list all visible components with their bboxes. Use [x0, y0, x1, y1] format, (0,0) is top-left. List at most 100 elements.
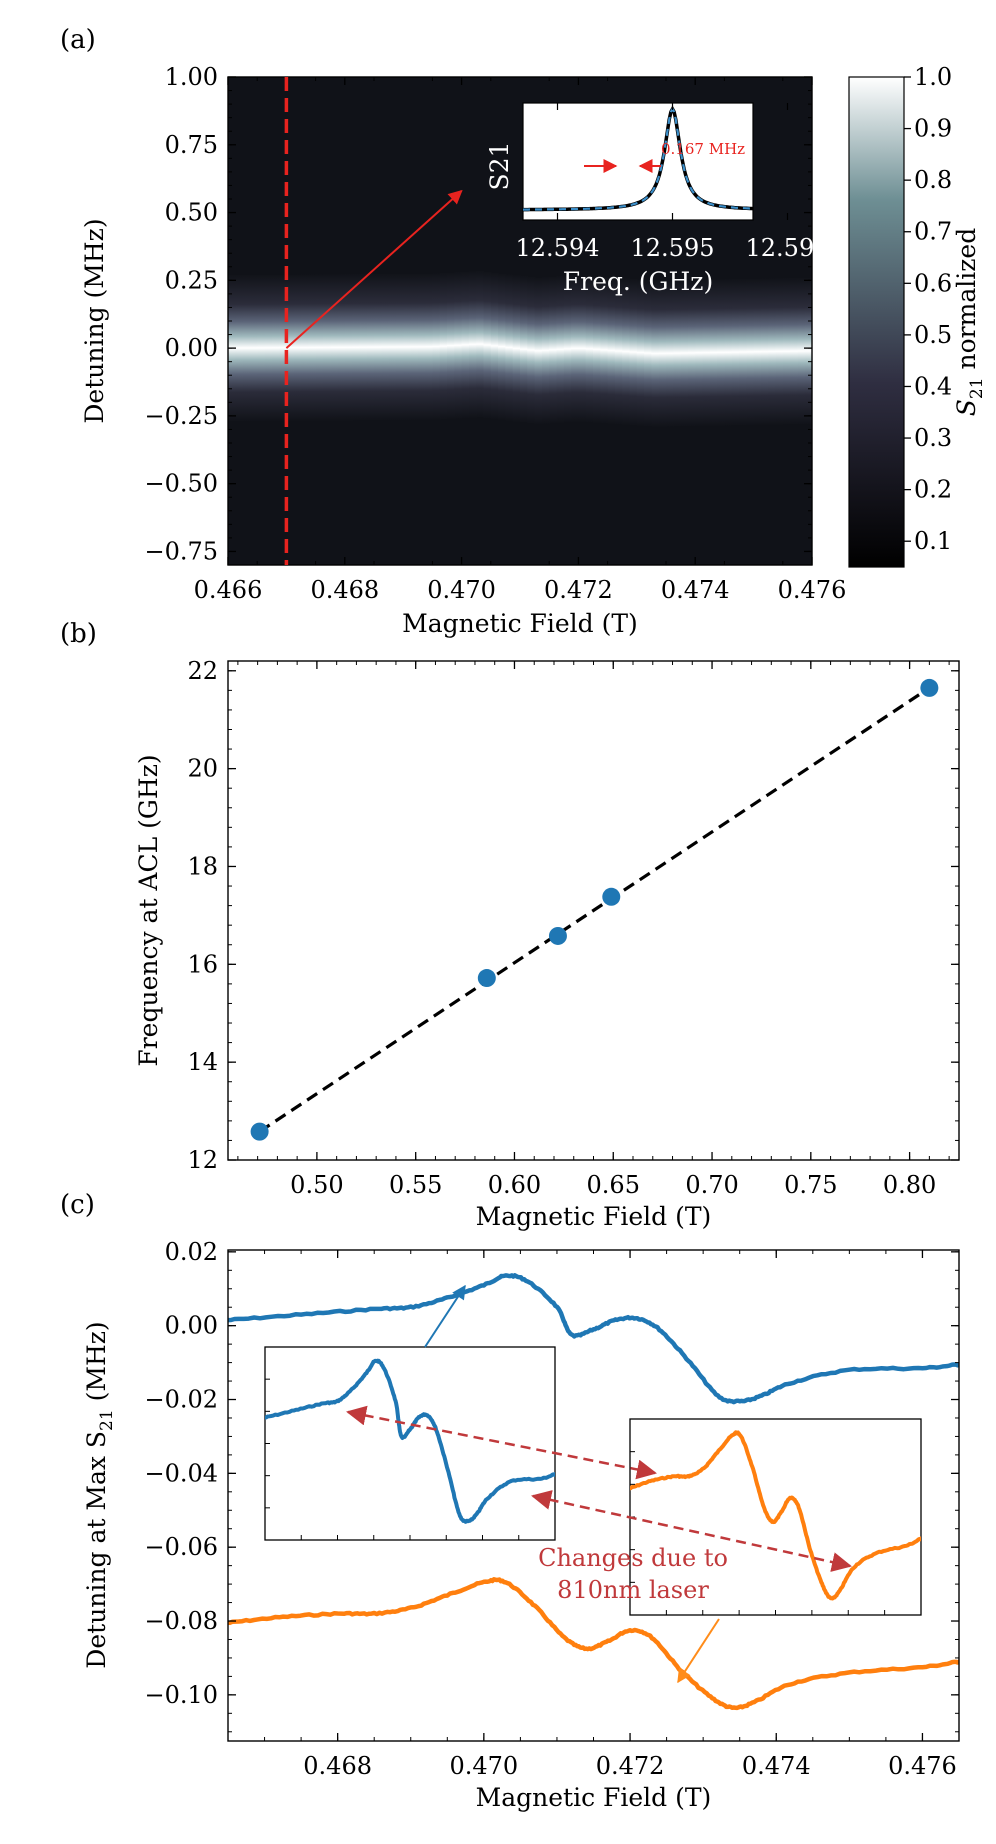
ridge-slice — [249, 274, 258, 422]
ridge-slice — [593, 276, 602, 423]
inset-x-tick-label: 12.594 — [516, 234, 600, 262]
ridge-slice — [271, 274, 280, 421]
ridge-slice — [337, 274, 346, 421]
ridge-slice — [264, 274, 273, 422]
x-tick-label: 0.75 — [784, 1171, 837, 1199]
ridge-slice — [804, 277, 812, 425]
panel-a-xlabel: Magnetic Field (T) — [402, 609, 638, 638]
ridge-slice — [717, 279, 726, 426]
ridge-slice — [534, 277, 543, 424]
ridge-slice — [505, 274, 514, 421]
y-tick-label: −0.75 — [144, 537, 218, 565]
panel-b-xlabel: Magnetic Field (T) — [476, 1202, 712, 1231]
y-tick-label: −0.04 — [144, 1459, 218, 1487]
y-tick-label: −0.25 — [144, 402, 218, 430]
ridge-slice — [512, 275, 521, 422]
inset-xlabel: Freq. (GHz) — [563, 267, 713, 296]
inset-curve-dashed — [523, 106, 754, 211]
y-tick-label: 22 — [187, 657, 218, 685]
ridge-slice — [790, 277, 799, 425]
ridge-slice — [315, 274, 324, 421]
panel-b-label: (b) — [60, 619, 97, 649]
ridge-slice — [235, 274, 244, 422]
ridge-slice — [286, 274, 295, 421]
ridge-slice — [301, 274, 310, 421]
ridge-slice — [308, 274, 317, 421]
heatmap-ridge — [228, 270, 812, 427]
panel-a-ylabel: Detuning (MHz) — [80, 218, 109, 423]
colorbar-tick-label: 0.4 — [914, 372, 952, 400]
x-tick-label: 0.466 — [194, 576, 263, 604]
y-tick-label: 0.02 — [165, 1238, 218, 1266]
colorbar: 1.0 0.9 0.8 0.7 0.6 0.5 0.4 0.3 0.2 0.1 S21 norma… — [848, 63, 987, 568]
colorbar-tick-label: 0.8 — [914, 166, 952, 194]
panel-b: (b) 0.50 0.55 0.60 0.65 0.70 0.75 0.80 12 14 16 18… — [60, 619, 960, 1231]
y-tick-label: −0.06 — [144, 1533, 218, 1561]
ridge-slice — [322, 274, 331, 421]
ridge-slice — [629, 278, 638, 426]
compare-arrow-1 — [346, 1405, 657, 1480]
ridge-slice — [344, 274, 353, 421]
x-tick-label: 0.65 — [587, 1171, 640, 1199]
panel-c-axes: 0.468 0.470 0.472 0.474 0.476 0.02 0.00 −0.02 −0… — [144, 1238, 959, 1780]
x-tick-label: 0.474 — [742, 1752, 811, 1780]
y-tick-label: 0.00 — [165, 334, 218, 362]
scatter-point — [920, 678, 939, 697]
x-tick-label: 0.470 — [449, 1752, 518, 1780]
inset-axes: 12.594 12.595 12.596 — [516, 103, 830, 262]
ridge-slice — [476, 270, 485, 418]
ridge-slice — [644, 279, 653, 427]
x-tick-label: 0.80 — [883, 1171, 936, 1199]
inset-frame — [522, 102, 754, 221]
ridge-slice — [549, 276, 558, 424]
panel-b-ylabel: Frequency at ACL (GHz) — [134, 754, 163, 1066]
ridge-slice — [381, 273, 390, 421]
colorbar-ticks: 1.0 0.9 0.8 0.7 0.6 0.5 0.4 0.3 0.2 0.1 — [904, 63, 952, 555]
ridge-slice — [622, 278, 631, 425]
ridge-slice — [461, 271, 470, 419]
ridge-slice — [724, 279, 733, 426]
ridge-slice — [330, 274, 339, 421]
ridge-slice — [293, 274, 302, 421]
ridge-slice — [541, 277, 550, 424]
y-tick-label: 0.00 — [165, 1312, 218, 1340]
y-tick-label: −0.50 — [144, 470, 218, 498]
ridge-slice — [359, 274, 368, 421]
panel-a-axes: 0.466 0.468 0.470 0.472 0.474 0.476 1.00 0.75 0.… — [144, 63, 846, 604]
ridge-slice — [571, 275, 580, 422]
x-tick-label: 0.474 — [661, 576, 730, 604]
ridge-slice — [556, 276, 565, 423]
ridge-slice — [425, 273, 434, 420]
ridge-slice — [279, 274, 288, 421]
colorbar-gradient — [848, 76, 905, 568]
ridge-slice — [578, 275, 587, 422]
x-tick-label: 0.55 — [389, 1171, 442, 1199]
y-tick-label: 0.50 — [165, 199, 218, 227]
y-tick-label: 0.25 — [165, 266, 218, 294]
ridge-slice — [527, 276, 536, 424]
y-tick-label: 20 — [187, 755, 218, 783]
scatter-point — [548, 926, 567, 945]
x-tick-label: 0.60 — [488, 1171, 541, 1199]
colorbar-tick-label: 0.6 — [914, 269, 952, 297]
panel-c-xlabel: Magnetic Field (T) — [476, 1783, 712, 1812]
inset-width-annotation: 0.167 MHz — [661, 140, 745, 158]
x-tick-label: 0.468 — [310, 576, 379, 604]
inset-x-tick-label: 12.596 — [746, 234, 830, 262]
ridge-slice — [410, 273, 419, 421]
ridge-slice — [520, 276, 529, 423]
y-tick-label: 1.00 — [165, 63, 218, 91]
ridge-slice — [753, 278, 762, 425]
ridge-slice — [739, 278, 748, 426]
ridge-slice — [242, 274, 251, 422]
orange-pointer-arrow — [677, 1618, 720, 1684]
y-tick-label: 12 — [187, 1146, 218, 1174]
colorbar-tick-label: 0.2 — [914, 476, 952, 504]
colorbar-label: S21 normalized — [952, 228, 987, 416]
annotation-line-2: 810nm laser — [557, 1576, 709, 1604]
compare-arrow-2 — [531, 1490, 852, 1572]
x-tick-label: 0.50 — [290, 1171, 343, 1199]
ridge-slice — [695, 279, 704, 426]
inset-x-tick-label: 12.595 — [631, 234, 715, 262]
ridge-slice — [403, 273, 412, 421]
